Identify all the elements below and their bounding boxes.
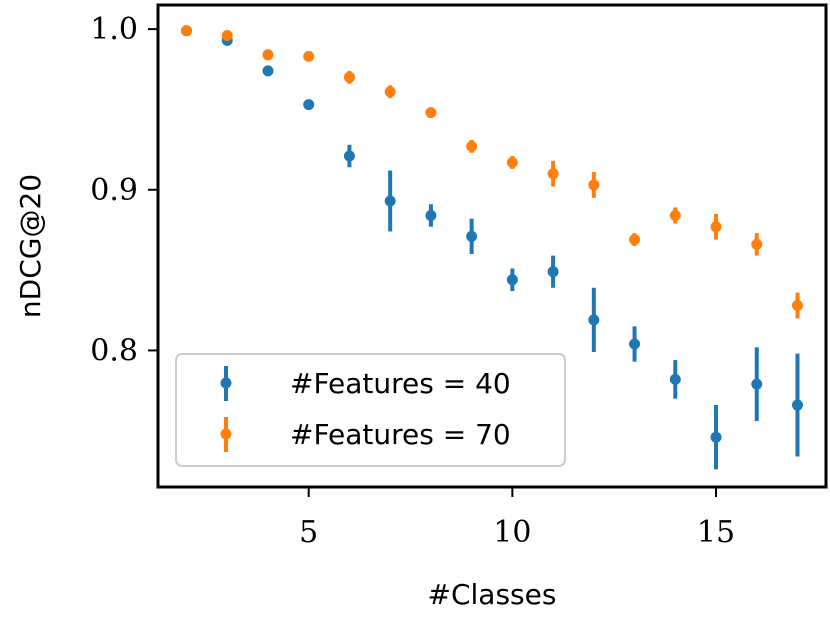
data-point (547, 168, 559, 180)
data-point (181, 25, 193, 37)
data-point (710, 221, 722, 233)
data-point (588, 314, 600, 326)
x-axis-ticks: 5 10 15 (299, 487, 735, 550)
series-layer (181, 25, 803, 470)
x-tick-label: 5 (299, 515, 318, 550)
data-point (791, 299, 803, 311)
x-tick-label: 15 (697, 515, 735, 550)
legend-item-features-40: #Features = 40 (220, 366, 511, 401)
data-point (710, 431, 722, 443)
data-point (384, 195, 396, 207)
data-point (262, 65, 274, 77)
legend-marker-features-40 (220, 377, 232, 389)
data-point (506, 274, 518, 286)
data-point (629, 338, 641, 350)
data-point (629, 234, 641, 246)
legend-label-features-70: #Features = 70 (290, 418, 511, 451)
y-axis-ticks: 0.8 0.9 1.0 (90, 12, 158, 368)
data-point (751, 378, 763, 390)
data-point (343, 71, 355, 83)
legend-label-features-40: #Features = 40 (290, 367, 511, 400)
series-features-70 (181, 25, 803, 319)
data-point (669, 373, 681, 385)
data-point (466, 230, 478, 242)
plot-frame (156, 3, 828, 489)
data-point (466, 140, 478, 152)
y-tick-label: 0.8 (90, 333, 138, 368)
legend: #Features = 40 #Features = 70 (175, 353, 566, 467)
legend-item-features-70: #Features = 70 (220, 417, 511, 452)
data-point (791, 399, 803, 411)
data-point (425, 209, 437, 221)
y-tick-label: 0.9 (90, 173, 138, 208)
data-point (303, 50, 315, 62)
y-axis-label: nDCG@20 (14, 174, 47, 318)
data-point (588, 179, 600, 191)
data-point (669, 209, 681, 221)
y-tick-label: 1.0 (90, 12, 138, 47)
data-point (384, 86, 396, 98)
legend-marker-features-70 (220, 428, 232, 440)
data-point (547, 266, 559, 278)
legend-frame (175, 353, 566, 467)
data-point (221, 30, 233, 42)
data-point (506, 156, 518, 168)
data-point (425, 107, 437, 119)
data-point (343, 150, 355, 162)
x-tick-label: 10 (493, 515, 531, 550)
data-point (262, 49, 274, 61)
data-point (751, 238, 763, 250)
x-axis-label: #Classes (428, 578, 557, 611)
data-point (303, 99, 315, 111)
